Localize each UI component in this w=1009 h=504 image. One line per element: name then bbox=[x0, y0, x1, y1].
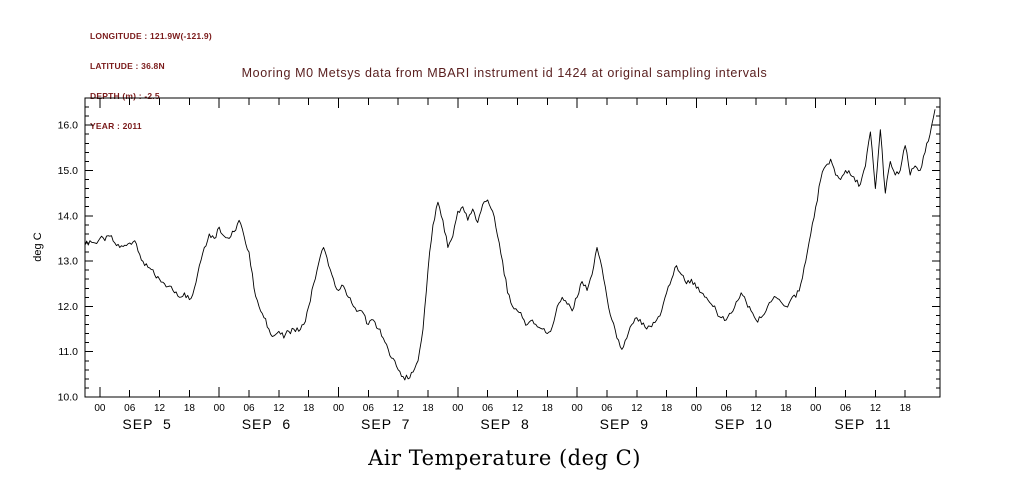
svg-text:12: 12 bbox=[870, 403, 882, 414]
figure-caption-air-temperature: Air Temperature (deg C) bbox=[368, 446, 641, 470]
day-label: SEP 9 bbox=[600, 416, 649, 432]
svg-text:13.0: 13.0 bbox=[58, 256, 79, 268]
svg-text:00: 00 bbox=[333, 403, 345, 414]
day-labels: SEP 5 SEP 6 SEP 7 SEP 8 SEP 9 SEP 10 SEP 11 bbox=[122, 416, 891, 432]
svg-text:12.0: 12.0 bbox=[58, 301, 79, 313]
svg-text:06: 06 bbox=[124, 403, 136, 414]
plot-frame bbox=[84, 97, 941, 398]
svg-text:00: 00 bbox=[572, 403, 584, 414]
svg-text:06: 06 bbox=[243, 403, 255, 414]
air-temperature-line bbox=[85, 109, 936, 381]
meta-year: YEAR : 2011 bbox=[90, 121, 142, 131]
meta-latitude: LATITUDE : 36.8N bbox=[90, 61, 165, 71]
svg-text:06: 06 bbox=[840, 403, 852, 414]
svg-text:12: 12 bbox=[751, 403, 763, 414]
svg-text:18: 18 bbox=[303, 403, 315, 414]
plot-title: Mooring M0 Metsys data from MBARI instru… bbox=[241, 66, 768, 80]
meta-longitude: LONGITUDE : 121.9W(-121.9) bbox=[90, 31, 212, 41]
svg-text:10.0: 10.0 bbox=[58, 392, 79, 404]
svg-text:16.0: 16.0 bbox=[58, 120, 79, 132]
svg-text:18: 18 bbox=[661, 403, 673, 414]
axis-ticks bbox=[85, 98, 940, 398]
svg-text:11.0: 11.0 bbox=[58, 346, 78, 358]
station-metadata: LONGITUDE : 121.9W(-121.9) LATITUDE : 36… bbox=[90, 11, 212, 151]
svg-text:15.0: 15.0 bbox=[58, 165, 79, 177]
x-tick-labels: 00 06 12 18 00 06 12 18 00 06 12 18 00 06 12 18 00 06 12 18… bbox=[94, 403, 911, 414]
svg-text:18: 18 bbox=[422, 403, 434, 414]
svg-text:18: 18 bbox=[900, 403, 912, 414]
svg-text:18: 18 bbox=[542, 403, 554, 414]
svg-text:12: 12 bbox=[154, 403, 166, 414]
day-label: SEP 7 bbox=[361, 416, 410, 432]
svg-text:12: 12 bbox=[393, 403, 405, 414]
svg-text:18: 18 bbox=[184, 403, 196, 414]
svg-text:00: 00 bbox=[691, 403, 703, 414]
svg-text:06: 06 bbox=[721, 403, 733, 414]
y-axis-label: deg C bbox=[32, 232, 44, 262]
svg-text:12: 12 bbox=[631, 403, 643, 414]
svg-text:14.0: 14.0 bbox=[58, 210, 79, 222]
svg-text:12: 12 bbox=[273, 403, 285, 414]
day-label: SEP 6 bbox=[242, 416, 291, 432]
svg-text:12: 12 bbox=[512, 403, 524, 414]
day-label: SEP 11 bbox=[834, 416, 891, 432]
day-label: SEP 10 bbox=[715, 416, 773, 432]
svg-text:06: 06 bbox=[482, 403, 494, 414]
svg-text:18: 18 bbox=[780, 403, 792, 414]
svg-text:06: 06 bbox=[363, 403, 375, 414]
svg-text:00: 00 bbox=[214, 403, 226, 414]
svg-text:06: 06 bbox=[601, 403, 613, 414]
y-tick-labels: 10.0 11.0 12.0 13.0 14.0 15.0 16.0 bbox=[58, 120, 79, 404]
svg-text:00: 00 bbox=[452, 403, 464, 414]
svg-text:00: 00 bbox=[810, 403, 822, 414]
meta-depth: DEPTH (m) : -2.5 bbox=[90, 91, 160, 101]
day-label: SEP 8 bbox=[480, 416, 529, 432]
day-label: SEP 5 bbox=[122, 416, 171, 432]
svg-text:00: 00 bbox=[94, 403, 106, 414]
